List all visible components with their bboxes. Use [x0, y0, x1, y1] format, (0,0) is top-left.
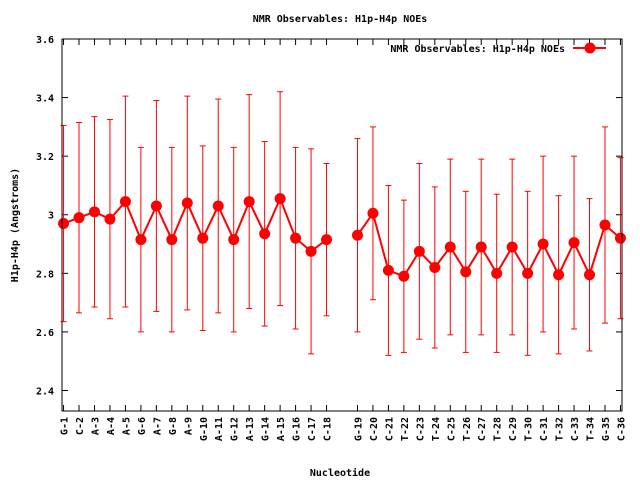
y-tick-label: 3.2	[36, 152, 54, 163]
data-point	[491, 267, 503, 279]
data-point	[568, 237, 580, 249]
data-point	[228, 234, 240, 246]
x-tick-label: A-13	[245, 417, 256, 441]
x-tick-label: G-14	[261, 417, 272, 441]
y-tick-label: 3.4	[36, 94, 54, 105]
data-point	[351, 229, 363, 241]
x-tick-label: G-35	[601, 417, 612, 441]
x-axis-label: Nucleotide	[310, 467, 370, 479]
x-tick-label: C-18	[323, 417, 334, 441]
data-point	[584, 269, 596, 281]
error-bars	[60, 91, 624, 356]
series-line-group	[63, 195, 622, 278]
x-tick-label: T-26	[462, 417, 473, 441]
data-point	[58, 218, 70, 230]
x-tick-label: G-8	[168, 417, 179, 435]
data-point	[506, 241, 518, 253]
data-point	[73, 212, 85, 224]
x-tick-label: T-22	[400, 417, 411, 441]
data-point	[460, 266, 472, 278]
x-tick-label: T-32	[555, 417, 566, 441]
legend: NMR Observables: H1p-H4p NOEs	[390, 42, 606, 55]
x-tick-label: T-30	[524, 417, 535, 441]
data-point	[599, 219, 611, 231]
x-tick-label: C-21	[384, 417, 395, 441]
data-point	[243, 196, 255, 208]
data-point	[305, 245, 317, 257]
data-point	[444, 241, 456, 253]
data-point	[212, 200, 224, 212]
x-tick-label: C-33	[570, 417, 581, 441]
data-point	[367, 207, 379, 219]
x-tick-label: A-7	[152, 417, 163, 435]
data-point	[88, 206, 100, 218]
y-tick-label: 3	[48, 211, 54, 222]
x-tick-label: C-29	[508, 417, 519, 441]
data-point	[150, 200, 162, 212]
x-tick-label: C-36	[616, 417, 627, 441]
data-point	[413, 245, 425, 257]
legend-label: NMR Observables: H1p-H4p NOEs	[390, 44, 565, 55]
x-tick-label: A-15	[276, 417, 287, 441]
data-point	[475, 241, 487, 253]
x-tick-label: C-25	[446, 417, 457, 441]
x-tick-label: T-28	[493, 417, 504, 441]
y-axis: 2.4 2.6 2.8 3 3.2 3.4 3.6	[36, 35, 622, 397]
x-tick-label: A-11	[214, 417, 225, 441]
data-point	[382, 264, 394, 276]
data-point	[119, 196, 131, 208]
data-points	[58, 193, 626, 282]
x-tick-label: T-24	[431, 417, 442, 441]
data-point	[553, 269, 565, 281]
data-point	[104, 213, 116, 225]
data-point	[398, 270, 410, 282]
x-tick-label: A-9	[183, 417, 194, 435]
data-point	[321, 234, 333, 246]
plot-frame	[61, 38, 623, 412]
x-tick-label: C-31	[539, 417, 550, 441]
chart-title: NMR Observables: H1p-H4p NOEs	[253, 14, 428, 25]
data-point	[259, 228, 271, 240]
data-point	[166, 234, 178, 246]
legend-marker	[584, 42, 596, 54]
x-tick-label: G-10	[199, 417, 210, 441]
x-axis: G-1 C-2 A-3 A-4 A-5 G-6 A-7 G-8 A-9 G-10 A-11 G-12 A…	[60, 39, 627, 441]
data-point	[274, 193, 286, 205]
x-tick-label: G-6	[137, 417, 148, 435]
x-tick-label: G-12	[230, 417, 241, 441]
x-tick-label: C-27	[477, 417, 488, 441]
data-point	[537, 238, 549, 250]
data-point	[429, 261, 441, 273]
x-tick-label: G-1	[60, 417, 71, 435]
data-point	[181, 197, 193, 209]
data-point	[197, 232, 209, 244]
x-tick-label: G-19	[353, 417, 364, 441]
x-tick-label: C-23	[415, 417, 426, 441]
y-tick-label: 2.6	[36, 328, 54, 339]
x-tick-label: C-17	[307, 417, 318, 441]
data-point	[135, 234, 147, 246]
y-tick-label: 2.4	[36, 386, 54, 397]
x-tick-label: T-34	[586, 417, 597, 441]
data-point	[614, 232, 626, 244]
x-tick-label: A-5	[121, 417, 132, 435]
series-line	[63, 195, 622, 278]
x-tick-label: A-3	[90, 417, 101, 435]
x-tick-label: A-4	[106, 417, 117, 435]
y-axis-label: H1p-H4p (Angstroms)	[10, 168, 21, 282]
y-tick-label: 2.8	[36, 269, 54, 280]
x-tick-label: C-2	[75, 417, 86, 435]
data-point	[290, 232, 302, 244]
x-tick-label: C-20	[369, 417, 380, 441]
x-tick-label: G-16	[292, 417, 303, 441]
y-tick-label: 3.6	[36, 35, 54, 46]
data-point	[522, 267, 534, 279]
